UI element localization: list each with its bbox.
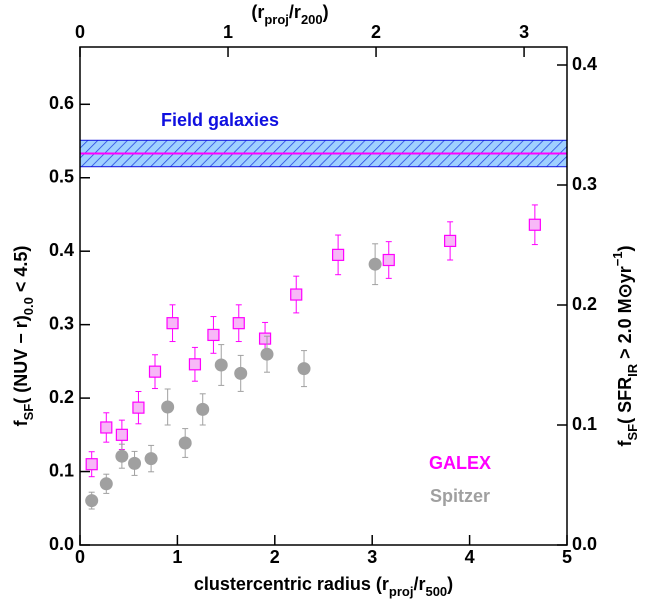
x-tick-label: 2	[270, 547, 280, 567]
point	[85, 458, 98, 471]
y2-axis-label-part: SF	[625, 424, 640, 441]
x2-tick-label: 2	[371, 22, 381, 42]
point	[99, 477, 113, 491]
point	[382, 253, 395, 267]
point	[128, 456, 142, 470]
y-axis-label-part: SF	[21, 404, 36, 421]
point	[85, 494, 99, 508]
field-label: Field galaxies	[161, 110, 279, 130]
point	[188, 358, 202, 371]
x2-tick-label: 3	[519, 22, 529, 42]
y-tick-label: 0.1	[49, 460, 74, 480]
y2-axis-label-part: )	[615, 245, 635, 251]
y-axis-label: fSF( (NUV − r)0.0 < 4.5)	[11, 246, 36, 427]
legend-label: GALEX	[429, 453, 491, 473]
y2-tick-label: 0.2	[572, 294, 597, 314]
legend-label: Spitzer	[430, 486, 490, 506]
point	[368, 257, 382, 271]
y-tick-label: 0.4	[49, 240, 74, 260]
y2-axis-label-part: IR	[625, 363, 640, 377]
y2-tick-label: 0.0	[572, 534, 597, 554]
x2-tick-label: 0	[75, 22, 85, 42]
x2-axis-label-part: proj	[264, 12, 289, 27]
point	[332, 248, 345, 261]
point	[297, 362, 311, 376]
y2-axis-label-part: f	[615, 440, 635, 447]
x-axis-label: clustercentric radius (rproj/r500)	[194, 574, 453, 599]
x2-axis-label-part: /r	[289, 2, 301, 22]
x-axis-label-part: /r	[413, 574, 425, 594]
y2-axis-label-part: ( SFR	[615, 377, 635, 424]
x2-axis-label-part: )	[323, 2, 329, 22]
point	[258, 332, 272, 345]
x-axis-label-part: 500	[425, 584, 447, 599]
y-tick-label: 0.5	[49, 166, 74, 186]
y-tick-label: 0.0	[49, 534, 74, 554]
y2-axis-label-part: > 2.0 M⊙yr	[615, 266, 635, 364]
point	[260, 347, 274, 361]
x2-tick-label: 1	[223, 22, 233, 42]
point	[144, 452, 158, 466]
y2-tick-label: 0.3	[572, 174, 597, 194]
point	[148, 365, 162, 378]
x2-axis-label: (rproj/r200)	[251, 2, 328, 27]
point	[115, 428, 128, 441]
point	[196, 402, 210, 416]
x-tick-label: 4	[465, 547, 475, 567]
y-tick-label: 0.6	[49, 93, 74, 113]
point	[528, 218, 541, 231]
y2-tick-label: 0.4	[572, 54, 597, 74]
y2-axis-label-part: −1	[610, 251, 625, 266]
y2-axis-label: fSF( SFRIR > 2.0 M⊙yr−1)	[610, 245, 640, 446]
point	[132, 401, 145, 414]
x-axis-label-part: proj	[389, 584, 414, 599]
y-axis-label-part: 0.0	[21, 297, 36, 315]
y-tick-label: 0.2	[49, 387, 74, 407]
point	[214, 358, 228, 372]
point	[166, 317, 179, 330]
y-axis-label-part: f	[11, 419, 31, 426]
point	[207, 328, 220, 342]
x-axis-label-part: )	[447, 574, 453, 594]
point	[115, 449, 129, 463]
x-tick-label: 0	[75, 547, 85, 567]
point	[232, 317, 245, 330]
point	[161, 400, 175, 414]
plot-frame	[79, 46, 568, 546]
x2-axis-label-part: 200	[301, 12, 323, 27]
y-tick-label: 0.3	[49, 313, 74, 333]
x-tick-label: 3	[367, 547, 377, 567]
point	[100, 421, 113, 434]
point	[444, 234, 457, 248]
x-axis-label-part: clustercentric radius (r	[194, 574, 389, 594]
point	[234, 366, 248, 380]
point	[178, 436, 192, 450]
x-tick-label: 1	[172, 547, 182, 567]
point	[290, 288, 303, 301]
x-tick-label: 5	[562, 547, 572, 567]
y-axis-label-part: < 4.5)	[11, 246, 31, 298]
y-axis-label-part: ( (NUV − r)	[11, 315, 31, 404]
x2-axis-label-part: (r	[251, 2, 264, 22]
y2-tick-label: 0.1	[572, 414, 597, 434]
